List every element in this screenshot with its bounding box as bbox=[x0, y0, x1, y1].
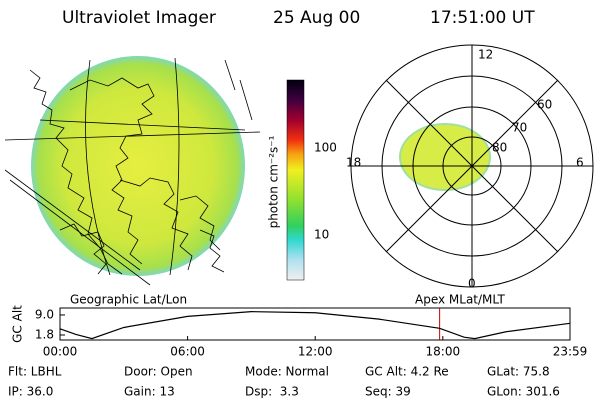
x-tick-label: 00:00 bbox=[43, 345, 78, 359]
mlt-label: 12 bbox=[478, 48, 493, 62]
x-tick-label: 06:00 bbox=[170, 345, 205, 359]
geo-caption: Geographic Lat/Lon bbox=[70, 293, 187, 307]
x-tick-label: 12:00 bbox=[298, 345, 333, 359]
x-tick-label: 18:00 bbox=[426, 345, 461, 359]
mlt-label: 18 bbox=[346, 156, 361, 170]
orbit-line bbox=[59, 311, 571, 340]
info-field: Mode: Normal bbox=[245, 365, 329, 379]
info-field: GLon: 301.6 bbox=[487, 385, 560, 399]
info-field: GLat: 75.8 bbox=[487, 365, 550, 379]
polar-plot bbox=[350, 44, 594, 288]
info-field: Dsp: 3.3 bbox=[245, 385, 299, 399]
x-tick-label: 23:59 bbox=[553, 345, 588, 359]
info-field: Flt: LBHL bbox=[8, 365, 62, 379]
title: Ultraviolet Imager bbox=[62, 8, 216, 28]
mlt-label: 0 bbox=[468, 277, 476, 291]
time: 17:51:00 UT bbox=[430, 8, 535, 28]
lat-label: 60 bbox=[537, 98, 552, 112]
y-tick-label: 9.0 bbox=[35, 307, 54, 321]
lat-label: 80 bbox=[492, 141, 507, 155]
info-field: Door: Open bbox=[124, 365, 193, 379]
colorbar-tick: 100 bbox=[314, 141, 337, 155]
mlt-label: 6 bbox=[576, 156, 584, 170]
info-panel: Flt: LBHL Door: Open Mode: Normal GC Alt: 4… bbox=[8, 365, 560, 399]
polar-caption: Apex MLat/MLT bbox=[415, 293, 505, 307]
info-field: Gain: 13 bbox=[124, 385, 175, 399]
orbit-plot: GC Alt 9.0 1.8 00:00 06:00 12:00 18:00 23:59 bbox=[11, 305, 588, 359]
geo-image bbox=[4, 56, 261, 286]
date: 25 Aug 00 bbox=[273, 8, 360, 28]
y-tick-label: 1.8 bbox=[35, 327, 54, 341]
info-field: Seq: 39 bbox=[365, 385, 411, 399]
info-field: GC Alt: 4.2 Re bbox=[365, 365, 449, 379]
colorbar bbox=[286, 79, 305, 281]
colorbar-label: photon cm⁻²s⁻¹ bbox=[267, 135, 281, 228]
y-axis-label: GC Alt bbox=[11, 305, 25, 343]
colorbar-tick: 10 bbox=[314, 228, 329, 242]
lat-label: 70 bbox=[512, 121, 527, 135]
info-field: IP: 36.0 bbox=[8, 385, 53, 399]
